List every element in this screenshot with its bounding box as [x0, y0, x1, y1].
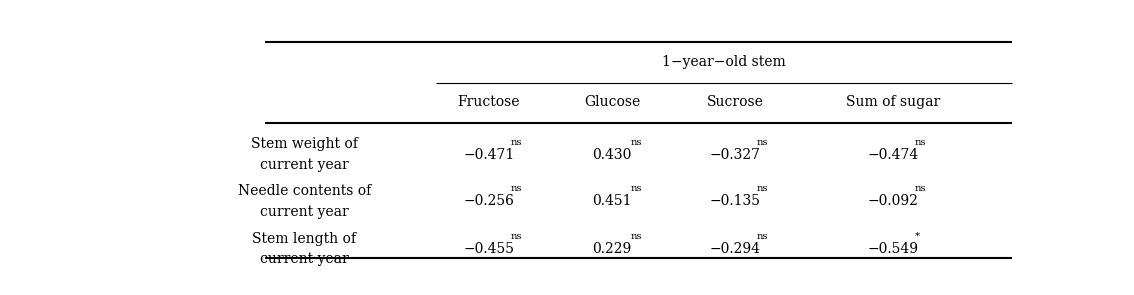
- Text: ns: ns: [756, 184, 768, 193]
- Text: ns: ns: [756, 232, 768, 241]
- Text: −0.455: −0.455: [464, 242, 515, 256]
- Text: ns: ns: [915, 184, 926, 193]
- Text: 0.229: 0.229: [592, 242, 632, 256]
- Text: *: *: [915, 232, 920, 241]
- Text: Sucrose: Sucrose: [706, 95, 763, 109]
- Text: ns: ns: [756, 138, 768, 147]
- Text: ns: ns: [510, 232, 522, 241]
- Text: ns: ns: [510, 138, 522, 147]
- Text: 0.430: 0.430: [592, 148, 632, 162]
- Text: −0.474: −0.474: [868, 148, 919, 162]
- Text: ns: ns: [631, 232, 642, 241]
- Text: −0.092: −0.092: [868, 194, 919, 208]
- Text: ns: ns: [631, 184, 642, 193]
- Text: ns: ns: [631, 138, 642, 147]
- Text: ns: ns: [915, 138, 926, 147]
- Text: −0.327: −0.327: [710, 148, 761, 162]
- Text: −0.294: −0.294: [710, 242, 761, 256]
- Text: −0.471: −0.471: [464, 148, 515, 162]
- Text: Stem weight of
current year: Stem weight of current year: [251, 137, 357, 172]
- Text: ns: ns: [510, 184, 522, 193]
- Text: −0.549: −0.549: [868, 242, 919, 256]
- Text: Needle contents of
current year: Needle contents of current year: [238, 184, 371, 219]
- Text: Fructose: Fructose: [458, 95, 521, 109]
- Text: Stem length of
current year: Stem length of current year: [253, 232, 356, 266]
- Text: Sum of sugar: Sum of sugar: [846, 95, 940, 109]
- Text: 0.451: 0.451: [592, 194, 632, 208]
- Text: 1−year−old stem: 1−year−old stem: [662, 55, 786, 68]
- Text: Glucose: Glucose: [584, 95, 640, 109]
- Text: −0.256: −0.256: [464, 194, 515, 208]
- Text: −0.135: −0.135: [710, 194, 761, 208]
